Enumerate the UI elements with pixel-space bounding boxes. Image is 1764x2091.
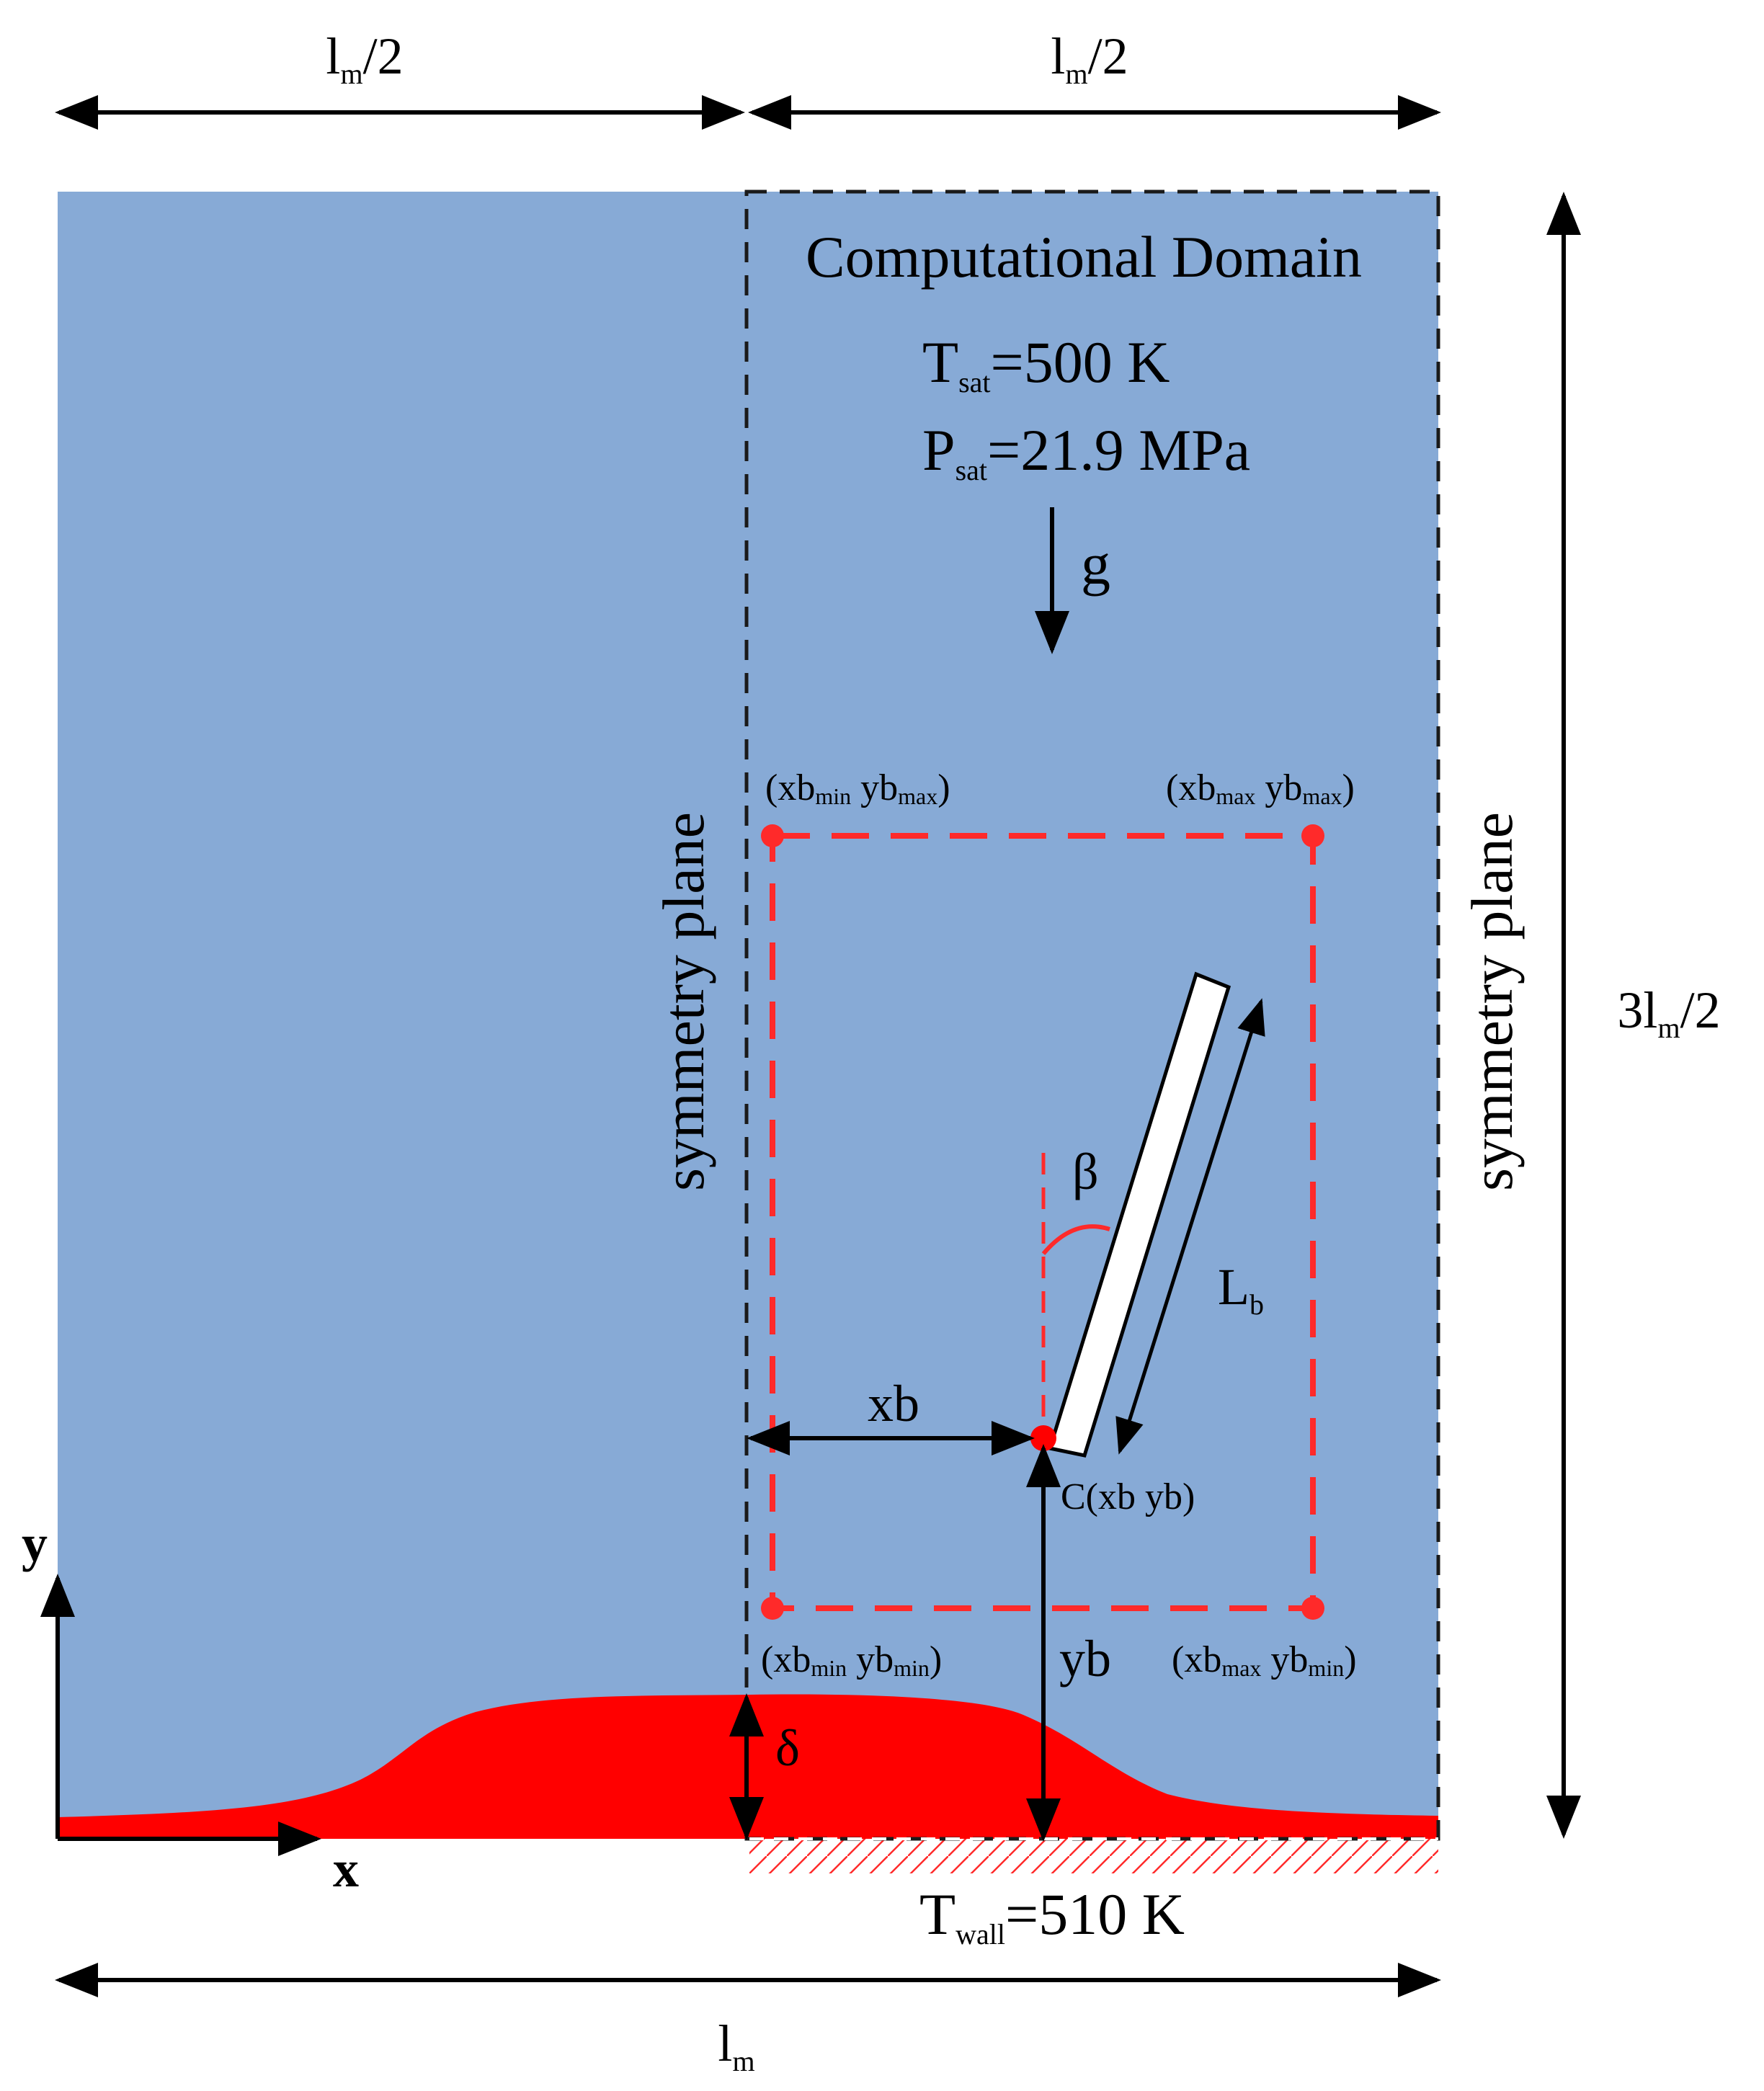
saturation-pressure: Psat=21.9 MPa — [922, 417, 1250, 486]
angle-label: β — [1072, 1143, 1099, 1200]
x-axis-label: x — [333, 1840, 359, 1898]
height-label: 3lm/2 — [1617, 981, 1720, 1044]
corner-label-top-left: (xbmin ybmax) — [765, 767, 950, 809]
symmetry-plane-right: symmetry plane — [1459, 812, 1525, 1191]
half-width-right-label: lm/2 — [1051, 27, 1128, 90]
corner-dot-top-left — [761, 824, 784, 847]
rod-length-arrow — [1115, 998, 1265, 1455]
center-label: C(xb yb) — [1061, 1476, 1195, 1517]
corner-dot-bottom-right — [1301, 1597, 1324, 1620]
gravity-label: g — [1081, 531, 1110, 597]
symmetry-plane-left: symmetry plane — [651, 812, 716, 1191]
corner-label-top-right: (xbmax ybmax) — [1166, 767, 1355, 809]
center-point — [1030, 1425, 1056, 1451]
corner-dot-bottom-left — [761, 1597, 784, 1620]
angle-arc — [1041, 1224, 1110, 1255]
corner-label-bottom-left: (xbmin ybmin) — [761, 1639, 942, 1681]
heated-wall-hatch — [749, 1839, 1438, 1873]
wall-temperature: Twall=510 K — [919, 1881, 1185, 1950]
full-width-label: lm — [718, 2015, 754, 2077]
xb-label: xb — [868, 1375, 919, 1432]
film-thickness-label: δ — [775, 1719, 800, 1777]
rod-length-label: Lb — [1218, 1258, 1264, 1321]
bubble-bounding-box — [770, 833, 1316, 1611]
yb-label: yb — [1059, 1630, 1111, 1687]
corner-label-bottom-right: (xbmax ybmin) — [1172, 1639, 1357, 1681]
saturation-temperature: Tsat=500 K — [922, 329, 1170, 398]
y-axis-label: y — [22, 1515, 48, 1572]
corner-dot-top-right — [1301, 824, 1324, 847]
domain-title: Computational Domain — [806, 224, 1362, 290]
half-width-left-label: lm/2 — [326, 27, 403, 90]
